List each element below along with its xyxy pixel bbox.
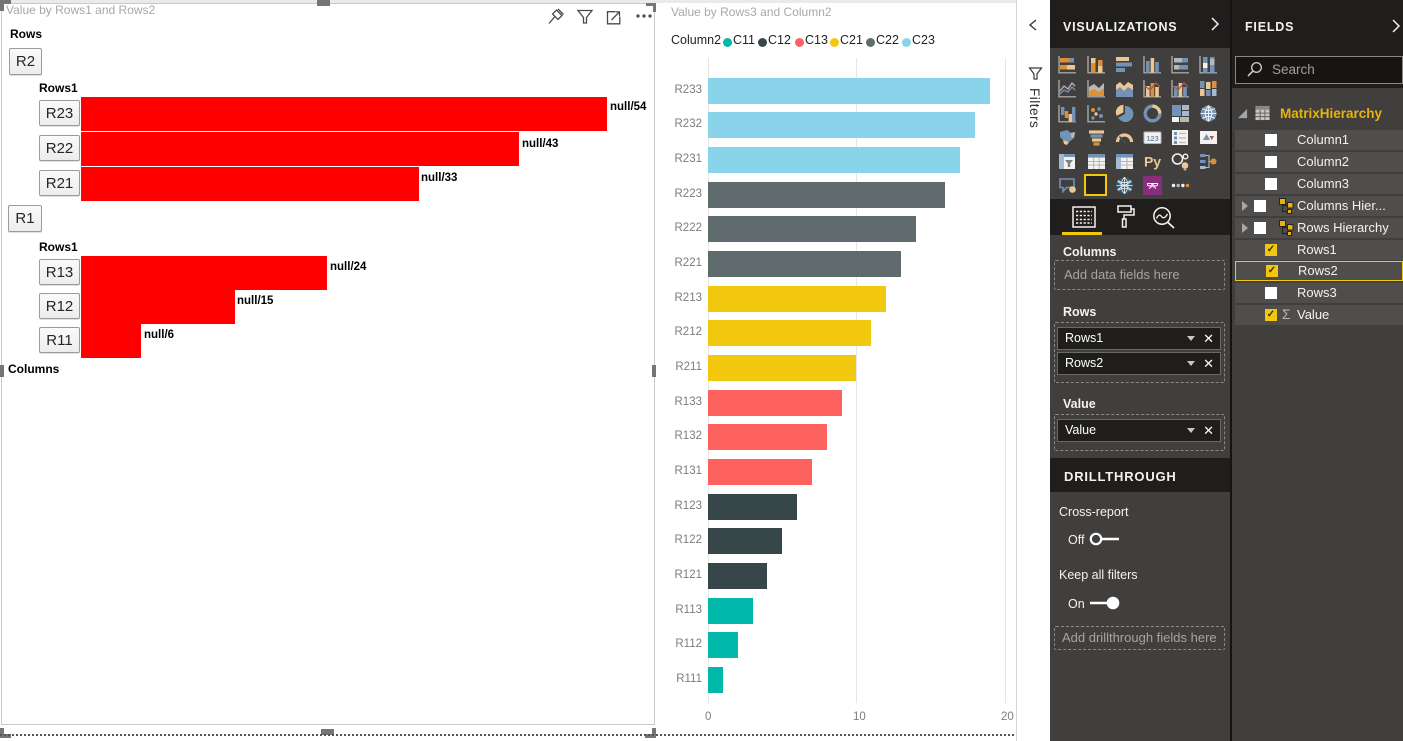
svg-text:Py: Py [1144,154,1161,170]
svg-text:123: 123 [1146,134,1159,143]
